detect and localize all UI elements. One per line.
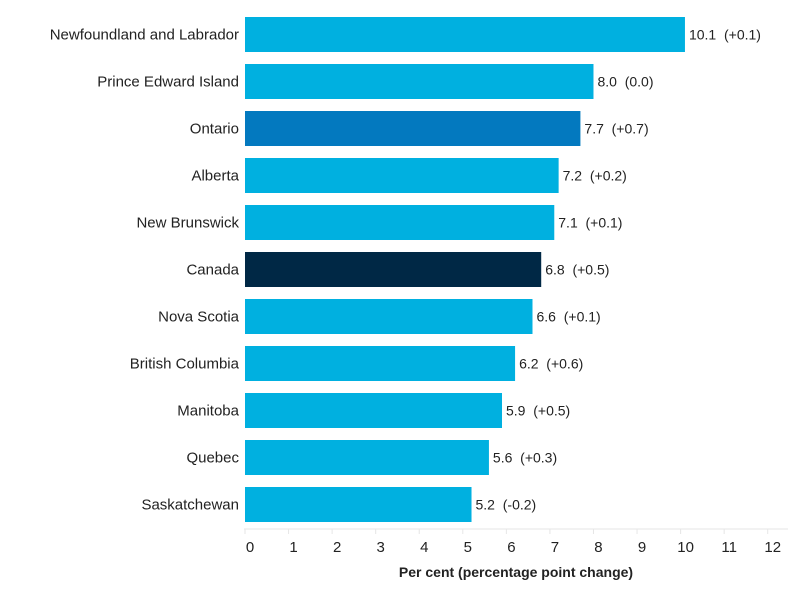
data-label: 5.6 (+0.3) (493, 450, 557, 466)
bar (245, 440, 489, 475)
data-label: 5.9 (+0.5) (506, 403, 570, 419)
x-tick-label: 7 (551, 539, 559, 556)
category-label: Canada (186, 262, 239, 279)
x-tick-label: 4 (420, 539, 428, 556)
category-label: New Brunswick (136, 215, 239, 232)
bar (245, 64, 594, 99)
x-tick-label: 3 (377, 539, 385, 556)
bar (245, 205, 555, 240)
data-label: 7.7 (+0.7) (584, 121, 648, 137)
x-tick-label: 8 (594, 539, 602, 556)
bar (245, 17, 685, 52)
bar (245, 487, 472, 522)
data-label: 7.2 (+0.2) (563, 168, 627, 184)
data-label: 6.2 (+0.6) (519, 356, 583, 372)
category-label: Quebec (186, 450, 239, 467)
category-label: Manitoba (177, 403, 239, 420)
bar (245, 346, 516, 381)
category-label: Nova Scotia (158, 309, 240, 326)
data-label: 6.6 (+0.1) (536, 309, 600, 325)
x-tick-label: 6 (507, 539, 515, 556)
category-label: Alberta (191, 168, 239, 185)
bar (245, 393, 503, 428)
x-tick-label: 2 (333, 539, 341, 556)
bar (245, 299, 533, 334)
bar (245, 158, 559, 193)
data-label: 5.2 (-0.2) (476, 497, 537, 513)
x-tick-label: 5 (464, 539, 472, 556)
x-axis-title: Per cent (percentage point change) (399, 564, 633, 580)
x-tick-label: 0 (246, 539, 254, 556)
bar (245, 111, 581, 146)
x-tick-label: 10 (677, 539, 694, 556)
category-label: Newfoundland and Labrador (50, 27, 239, 44)
data-label: 6.8 (+0.5) (545, 262, 609, 278)
category-label: British Columbia (130, 356, 240, 373)
data-label: 7.1 (+0.1) (558, 215, 622, 231)
bar (245, 252, 542, 287)
category-label: Prince Edward Island (97, 74, 239, 91)
category-label: Saskatchewan (141, 497, 239, 514)
x-tick-label: 12 (764, 539, 781, 556)
x-tick-label: 1 (289, 539, 297, 556)
category-label: Ontario (190, 121, 239, 138)
x-tick-label: 11 (721, 539, 737, 556)
data-label: 10.1 (+0.1) (689, 27, 761, 43)
x-tick-label: 9 (638, 539, 646, 556)
data-label: 8.0 (0.0) (597, 74, 653, 90)
